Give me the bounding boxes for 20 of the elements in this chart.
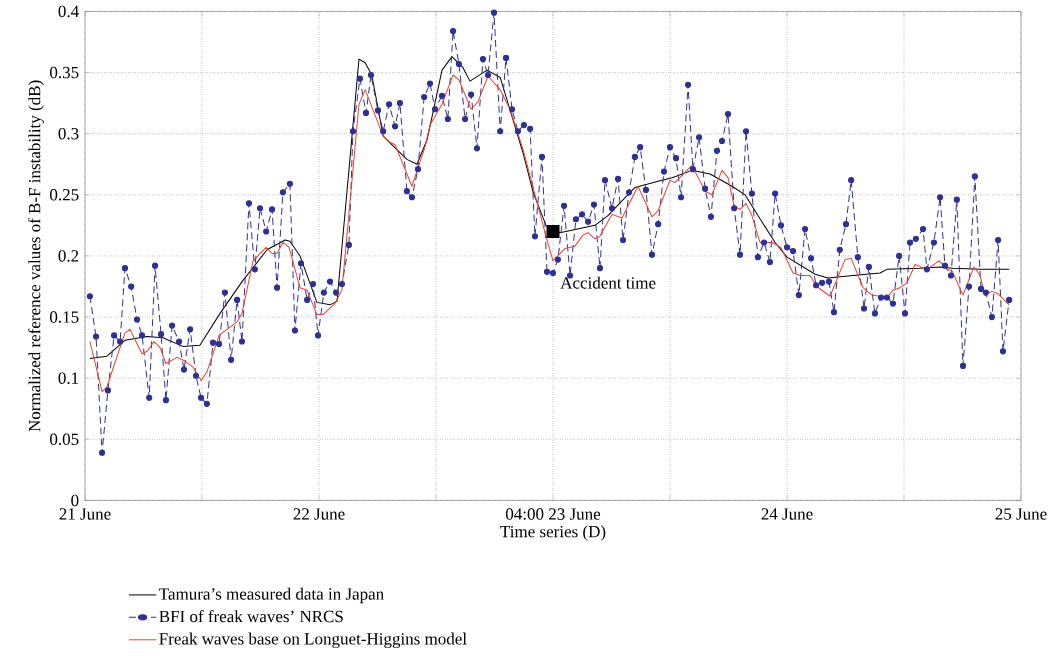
x-tick-label: 04:00 23 June (505, 508, 601, 520)
x-tick-label: 24 June (761, 508, 813, 520)
y-tick-label: 0.2 (58, 249, 79, 262)
y-axis-title: Normalized reference values of B-F instability (dB) (28, 80, 44, 432)
y-tick-label: 0.35 (50, 66, 79, 79)
legend-label: BFI of freak waves’ NRCS (159, 609, 343, 623)
y-tick-label: 0 (71, 494, 79, 506)
x-axis-title: Time series (D) (500, 525, 606, 541)
y-tick-label: 0.05 (50, 433, 79, 445)
x-tick-label: 25 June (995, 508, 1047, 520)
y-tick-label: 0.4 (58, 5, 79, 17)
legend-label: Freak waves base on Longuet-Higgins model (159, 632, 467, 648)
y-tick-label: 0.15 (50, 311, 79, 323)
x-tick-label: 22 June (293, 508, 345, 520)
annotation: Accident time (560, 276, 656, 289)
legend-label: Tamura’s measured data in Japan (159, 587, 384, 603)
y-tick-label: 0.25 (50, 188, 79, 201)
y-tick-label: 0.3 (58, 127, 79, 140)
y-tick-label: 0.1 (58, 372, 79, 384)
x-tick-label: 21 June (59, 508, 111, 520)
